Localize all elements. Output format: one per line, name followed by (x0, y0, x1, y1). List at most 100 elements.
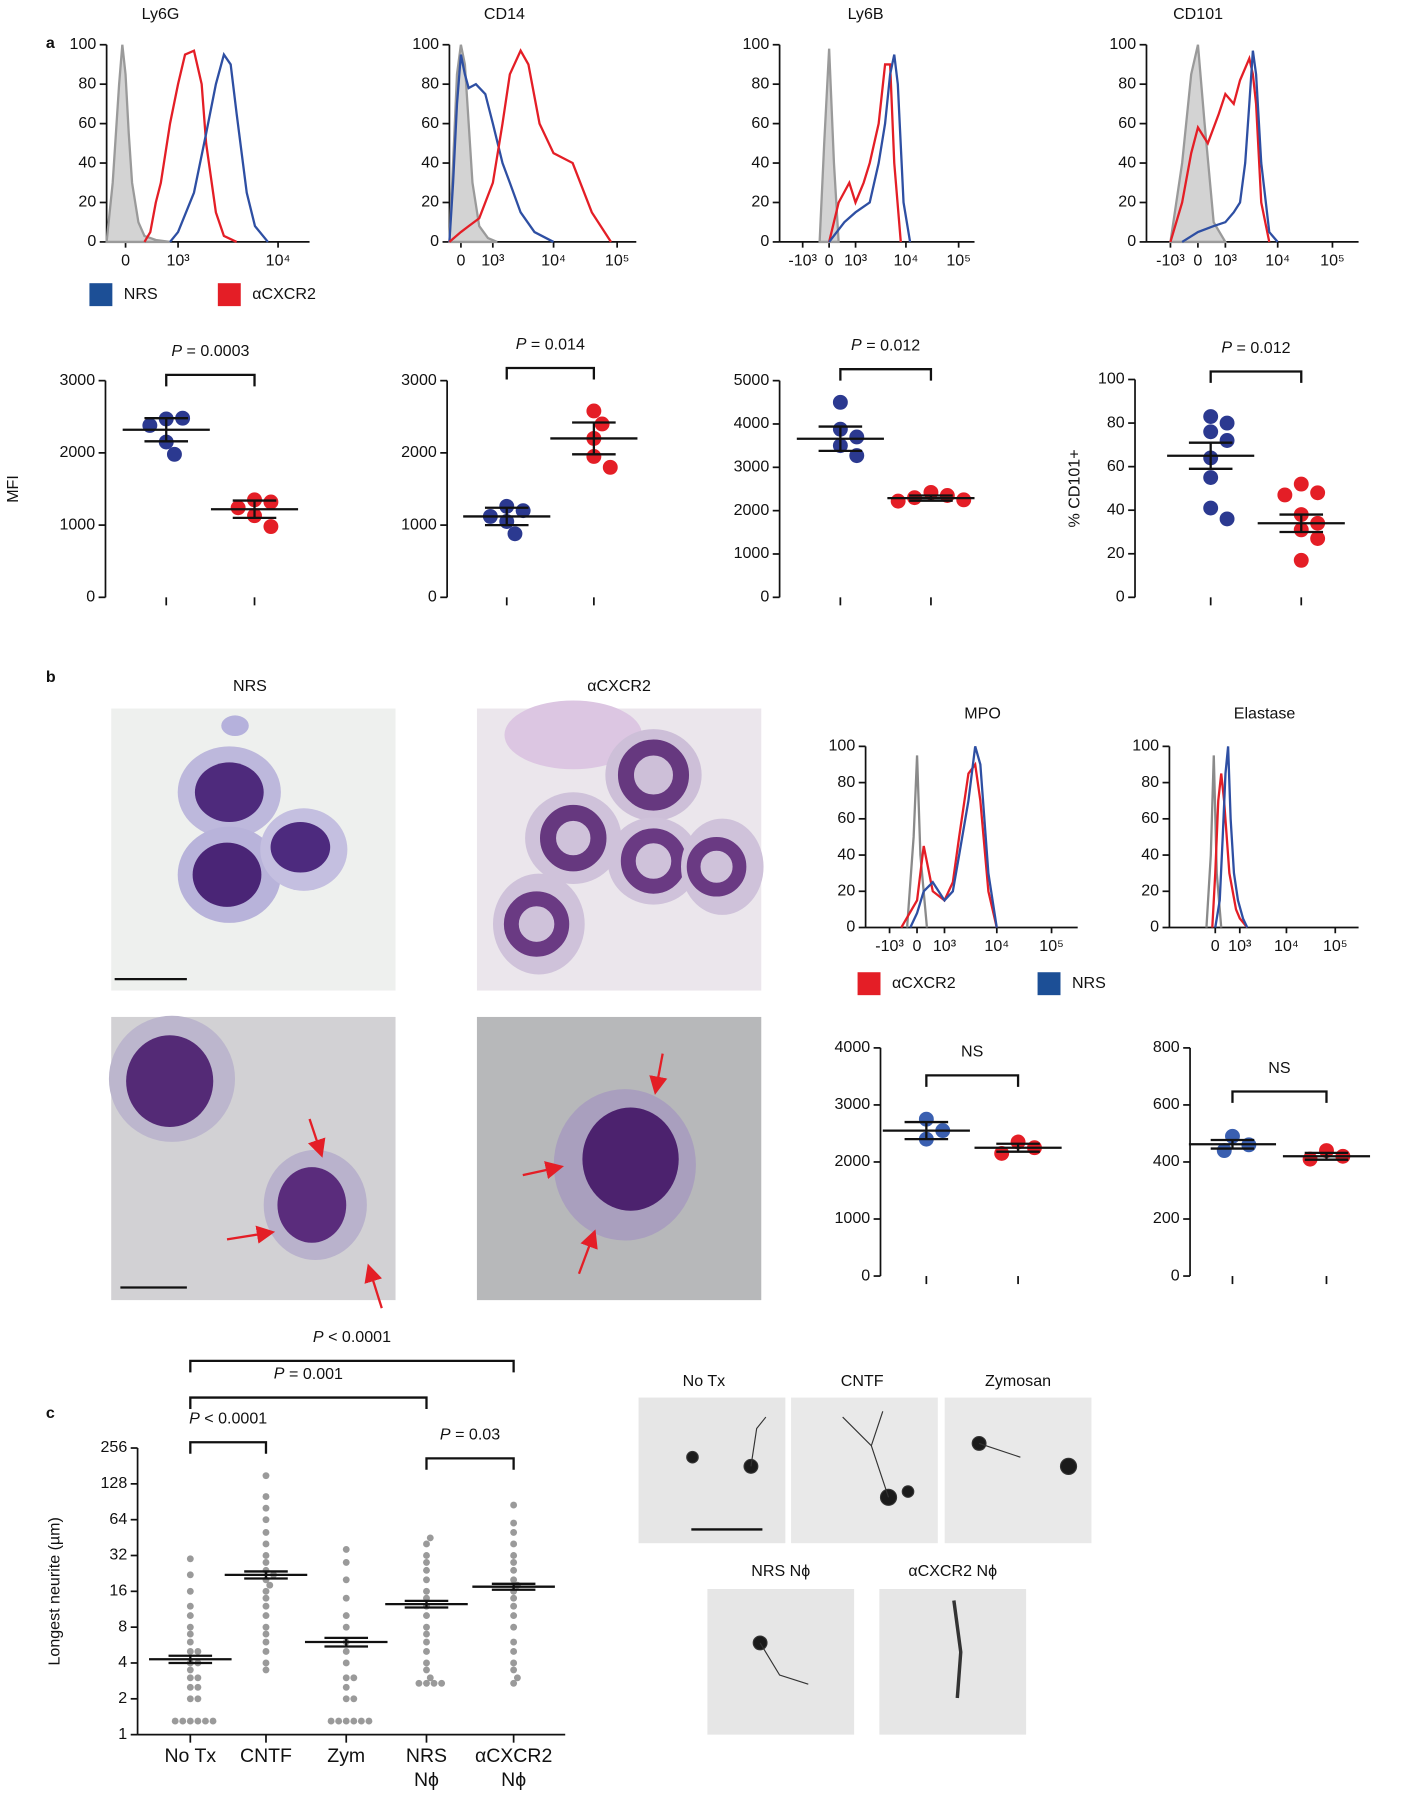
data-point (1277, 487, 1293, 503)
data-point (262, 1594, 270, 1602)
significance-label: P = 0.012 (851, 336, 920, 354)
data-point (230, 500, 246, 516)
micrograph (879, 1589, 1027, 1735)
micrograph-title: NRS Nϕ (751, 1562, 810, 1580)
y-tick-label: 40 (751, 153, 769, 171)
data-point (342, 1695, 350, 1703)
data-point (342, 1558, 350, 1566)
micrograph-title: Zymosan (985, 1372, 1051, 1390)
data-point (423, 1612, 430, 1620)
data-point (423, 1558, 430, 1566)
data-point (849, 429, 865, 445)
x-tick-label: 10⁵ (946, 252, 971, 270)
y-tick-label: 40 (837, 845, 855, 863)
fragment (221, 715, 249, 737)
data-point (510, 1648, 518, 1655)
significance-bracket (189, 1396, 428, 1410)
data-point (186, 1638, 194, 1646)
significance-bracket (925, 1074, 1020, 1087)
significance-label: P = 0.0003 (171, 342, 249, 360)
histogram-curve (448, 54, 555, 243)
legend-swatch (89, 283, 113, 307)
data-point (262, 1623, 270, 1631)
data-point (594, 416, 610, 432)
histogram-curve (828, 54, 912, 243)
data-point (171, 1717, 179, 1725)
data-point (513, 1674, 521, 1682)
y-tick-label: 600 (1153, 1095, 1180, 1113)
nucleus (277, 1167, 347, 1243)
data-point (1310, 531, 1326, 546)
data-point (186, 1623, 194, 1631)
data-point (186, 1666, 194, 1674)
y-tick-label: 8 (118, 1617, 127, 1635)
data-point (510, 1659, 518, 1667)
histogram-curve (818, 48, 840, 244)
data-point (1310, 485, 1326, 501)
data-point (423, 1552, 430, 1559)
data-point (1219, 511, 1235, 527)
data-point (186, 1674, 194, 1682)
data-point (186, 1571, 194, 1579)
data-point (510, 1558, 518, 1566)
y-tick-label: 256 (100, 1438, 127, 1456)
data-point (194, 1695, 202, 1703)
y-tick-label: 80 (751, 74, 769, 92)
histogram-curve (905, 755, 929, 928)
significance-label: P = 0.001 (274, 1365, 343, 1383)
arrow (364, 1263, 383, 1309)
significance-bracket (165, 373, 256, 387)
data-point (186, 1683, 194, 1691)
y-tick-label: 0 (760, 232, 769, 250)
data-point (186, 1695, 194, 1703)
data-point (510, 1612, 518, 1620)
arrow (577, 1229, 598, 1275)
y-tick-label: 40 (1107, 500, 1125, 518)
y-tick-label: 3000 (734, 458, 770, 476)
x-tick-label: 10⁴ (1274, 937, 1299, 955)
significance-bracket (505, 366, 596, 380)
data-point (342, 1648, 350, 1655)
y-tick-label: 80 (837, 773, 855, 791)
data-point (586, 449, 602, 464)
y-tick-label: 64 (109, 1510, 127, 1528)
arrow (307, 1118, 326, 1158)
nucleus (617, 739, 690, 811)
y-tick-label: 20 (421, 193, 439, 211)
legend-label: NRS (1072, 974, 1106, 992)
data-point (262, 1638, 270, 1646)
data-point (262, 1648, 270, 1655)
data-point (423, 1679, 430, 1687)
significance-bracket (1231, 1090, 1328, 1103)
data-point (1293, 476, 1309, 492)
data-point (179, 1717, 187, 1725)
x-tick-label: 0 (121, 252, 130, 270)
micrograph-title: No Tx (683, 1372, 726, 1390)
x-tick-label: 0 (913, 937, 922, 955)
significance-bracket (425, 1457, 515, 1470)
data-point (263, 494, 279, 510)
legend-swatch (217, 283, 241, 307)
x-tick-label: 10³ (481, 252, 505, 270)
micrographs-c (638, 1397, 1092, 1735)
chart-title: MPO (964, 705, 1001, 723)
y-tick-label: 60 (421, 114, 439, 132)
data-point (423, 1666, 430, 1674)
x-tick-label: -10³ (788, 252, 817, 270)
data-point (1203, 409, 1219, 424)
x-tick-label: 0 (1211, 937, 1220, 955)
data-point (423, 1540, 430, 1548)
data-point (202, 1717, 209, 1725)
neurite (842, 1411, 890, 1498)
data-point (510, 1623, 518, 1631)
y-tick-label: 20 (837, 882, 855, 900)
y-tick-label: 0 (1150, 918, 1159, 936)
data-point (186, 1648, 194, 1655)
data-point (1293, 552, 1309, 568)
x-tick-label: 10⁴ (541, 252, 566, 270)
data-point (423, 1576, 430, 1584)
y-tick-label: 60 (1118, 114, 1136, 132)
x-tick-label: 10³ (1228, 937, 1252, 955)
y-tick-label: 20 (78, 193, 96, 211)
y-tick-label: 0 (430, 232, 439, 250)
